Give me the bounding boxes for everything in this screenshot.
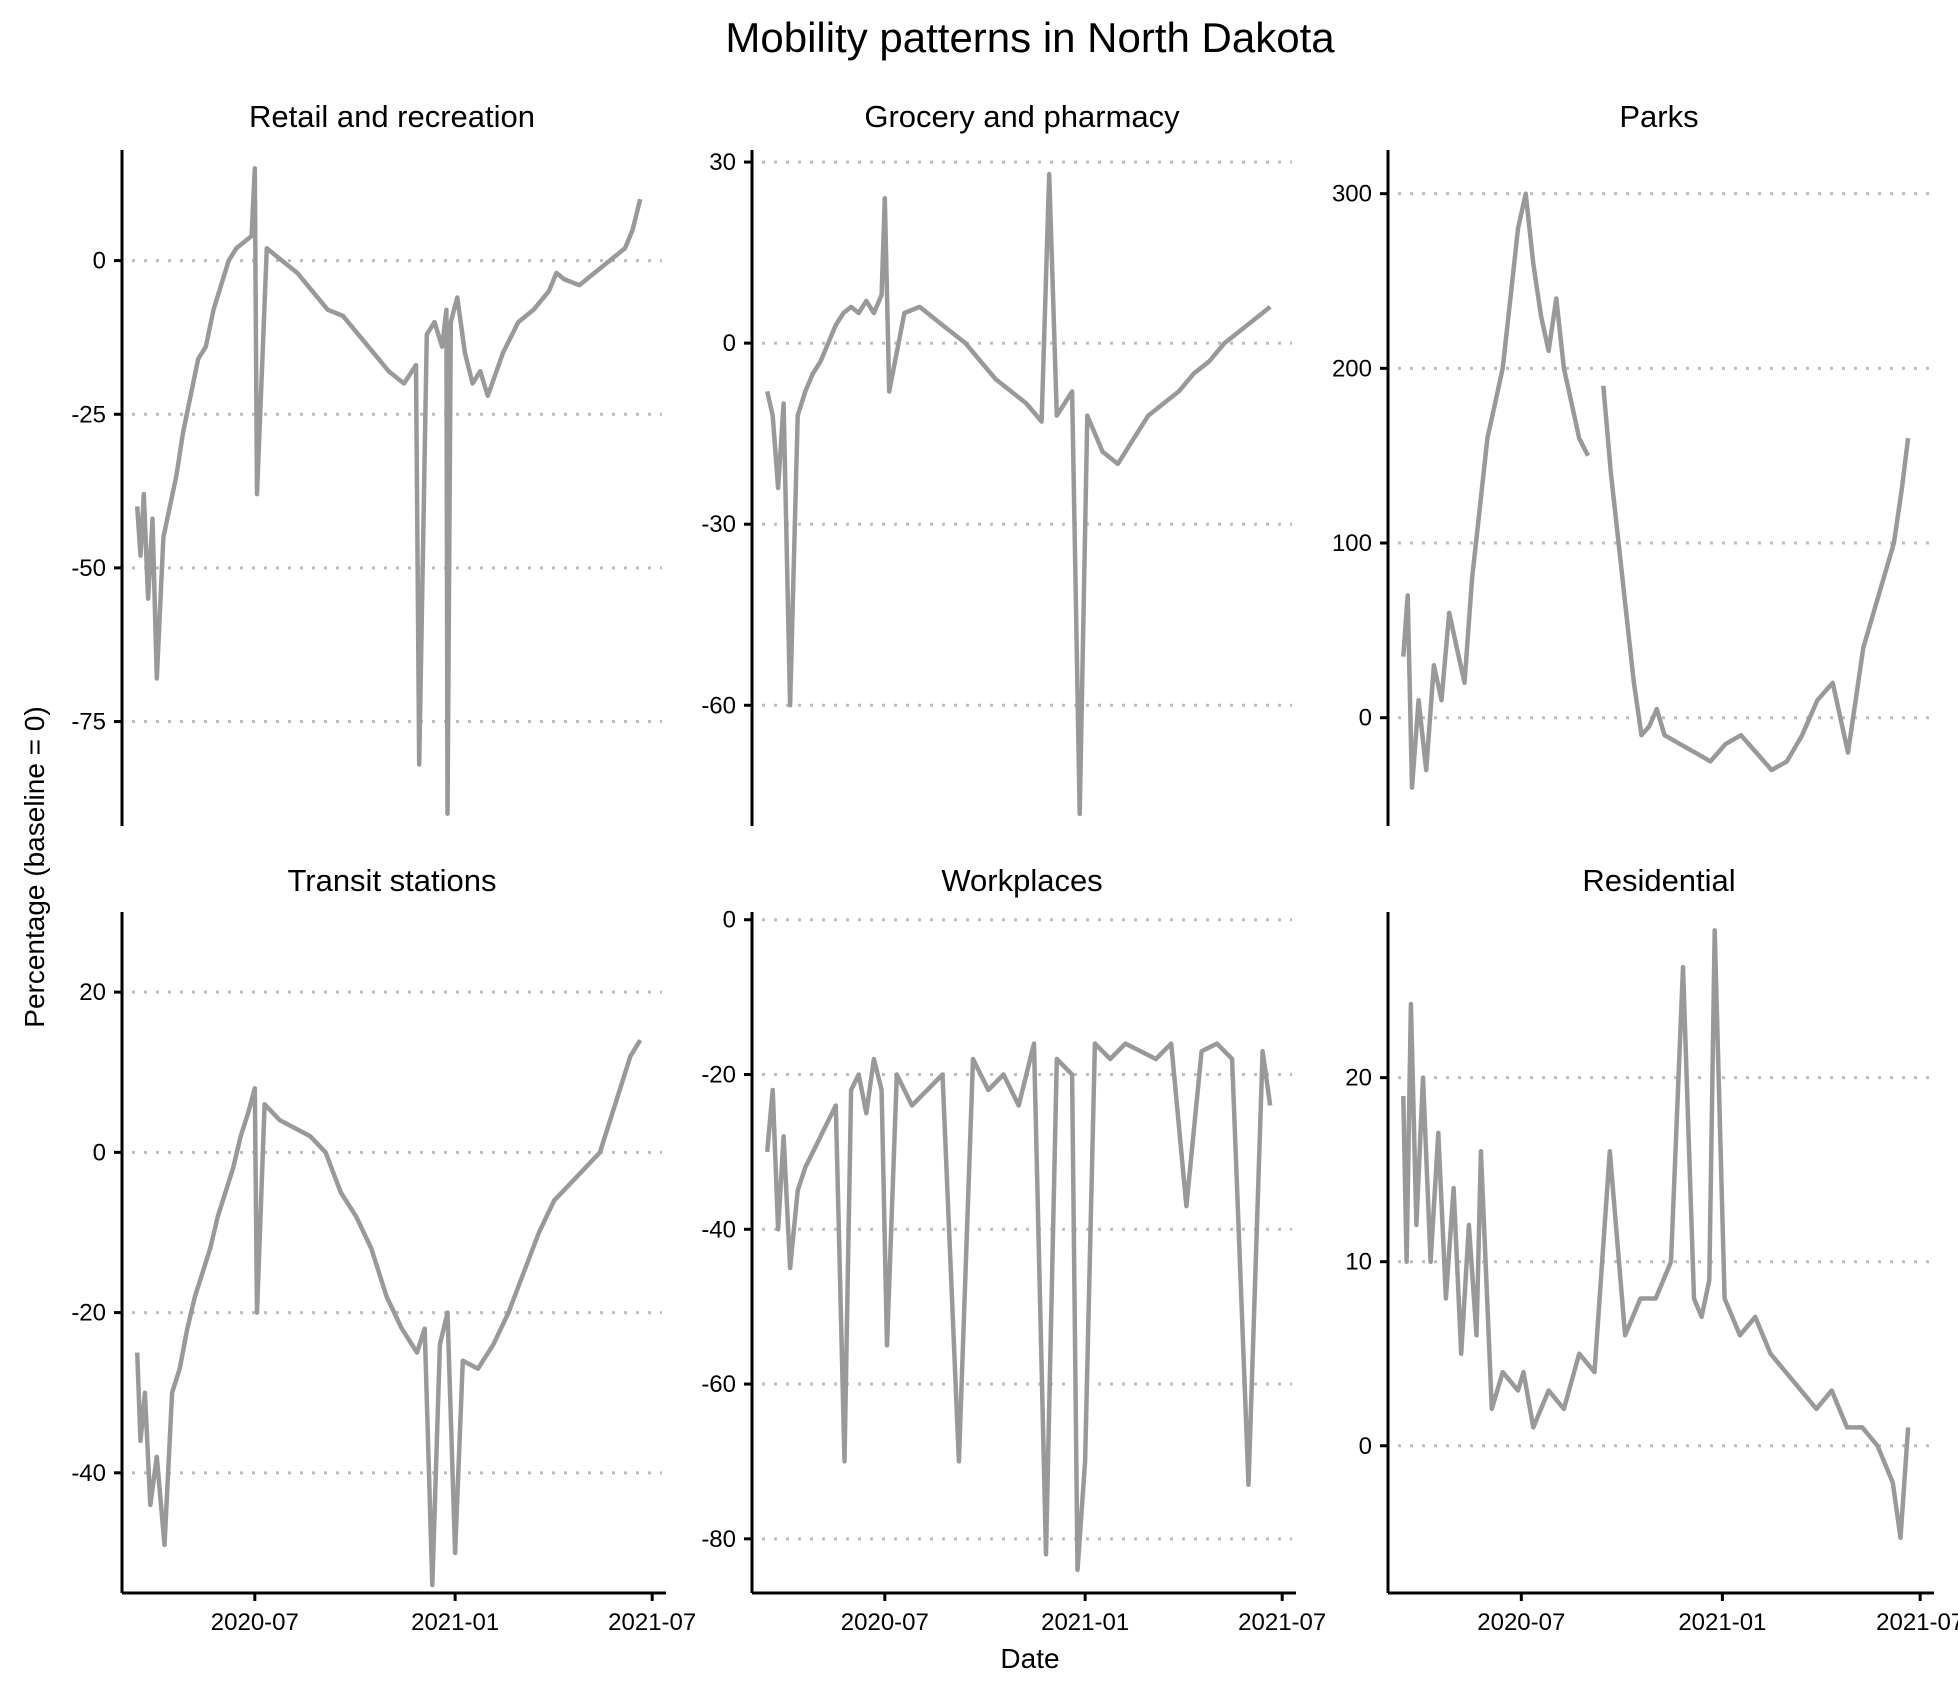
series-line [134, 166, 643, 816]
x-tick-label: 2021-07 [608, 1609, 696, 1636]
y-tick-label: 0 [1359, 1433, 1372, 1460]
y-tick-label: 0 [1359, 705, 1372, 732]
x-tick-label: 2020-07 [841, 1609, 929, 1636]
y-tick-label: 20 [1345, 1065, 1372, 1092]
facet-title: Retail and recreation [249, 99, 535, 134]
facet-panel: Parks 0 100 200 300 [1332, 99, 1930, 826]
x-tick-label: 2021-07 [1876, 1609, 1958, 1636]
y-tick-label: 10 [1345, 1249, 1372, 1276]
y-tick-label: -60 [701, 1371, 736, 1398]
chart-title: Mobility patterns in North Dakota [725, 14, 1335, 61]
facet-panel: Grocery and pharmacy -60 -30 0 30 [701, 99, 1292, 826]
x-tick-label: 2020-07 [1477, 1609, 1565, 1636]
y-tick-label: -60 [701, 692, 736, 719]
x-axis-label: Date [1000, 1643, 1059, 1674]
facet-panel: Workplaces -80 -60 -40 -20 0 2020-07 2021-01 202… [701, 863, 1326, 1636]
y-tick-label: -75 [71, 709, 106, 736]
y-tick-label: 300 [1332, 181, 1372, 208]
series-line [764, 1041, 1273, 1573]
y-tick-label: 0 [93, 248, 106, 275]
series-line [1401, 191, 1911, 790]
facet-title: Grocery and pharmacy [864, 99, 1180, 134]
y-tick-label: 0 [93, 1139, 106, 1166]
series-line [1401, 928, 1911, 1541]
y-tick-label: -20 [701, 1062, 736, 1089]
y-tick-label: -40 [71, 1460, 106, 1487]
facet-panel: Retail and recreation -75 -50 -25 0 [71, 99, 662, 826]
facet-title: Transit stations [287, 863, 496, 898]
y-tick-label: -30 [701, 511, 736, 538]
x-tick-label: 2020-07 [211, 1609, 299, 1636]
facet-title: Residential [1582, 863, 1735, 898]
series-line [765, 171, 1272, 817]
y-tick-label: 0 [723, 330, 736, 357]
y-tick-label: 0 [723, 907, 736, 934]
facet-panel: Residential 0 10 20 2020-07 2021-01 2021-07 [1345, 863, 1958, 1636]
x-tick-label: 2021-01 [1678, 1609, 1766, 1636]
x-tick-label: 2021-01 [411, 1609, 499, 1636]
facet-title: Parks [1619, 99, 1698, 134]
y-tick-label: 20 [79, 979, 106, 1006]
x-tick-label: 2021-07 [1238, 1609, 1326, 1636]
y-tick-label: -50 [71, 555, 106, 582]
x-tick-label: 2021-01 [1041, 1609, 1129, 1636]
facet-panel: Transit stations -40 -20 0 20 2020-07 2021-01 2… [71, 863, 696, 1636]
y-tick-label: 200 [1332, 355, 1372, 382]
y-tick-label: 100 [1332, 530, 1372, 557]
y-tick-label: -80 [701, 1526, 736, 1553]
y-tick-label: -40 [701, 1216, 736, 1243]
y-axis-label: Percentage (baseline = 0) [19, 706, 50, 1027]
y-tick-label: -25 [71, 401, 106, 428]
y-tick-label: 30 [709, 149, 736, 176]
y-tick-label: -20 [71, 1300, 106, 1327]
series-line [134, 1039, 643, 1588]
facet-title: Workplaces [941, 863, 1102, 898]
